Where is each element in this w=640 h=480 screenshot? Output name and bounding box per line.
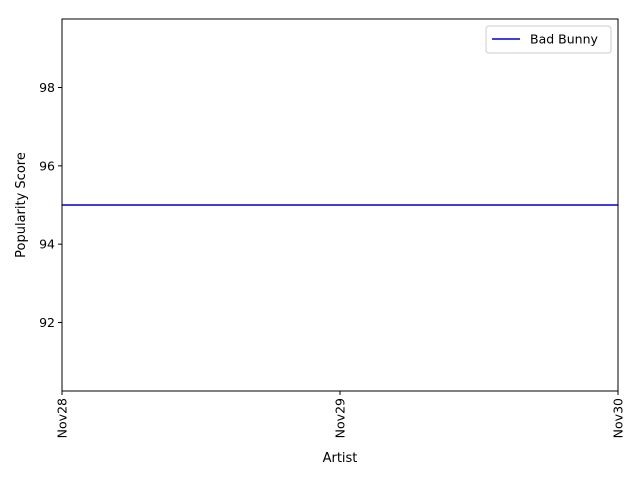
plot-frame (61, 18, 619, 392)
y-axis-ticks: 92 94 96 98 (39, 80, 62, 330)
y-tick-label: 98 (39, 80, 55, 95)
y-axis-label: Popularity Score (14, 152, 29, 258)
x-axis-label: Artist (323, 451, 358, 466)
legend: Bad Bunny (485, 25, 612, 54)
y-tick-label: 96 (39, 158, 55, 173)
y-tick-label: 92 (39, 315, 55, 330)
x-axis-ticks: Nov28 Nov29 Nov30 (55, 391, 626, 438)
x-tick-label: Nov30 (611, 398, 626, 438)
legend-label-bad-bunny: Bad Bunny (530, 32, 598, 47)
x-tick-label: Nov28 (55, 398, 70, 438)
legend-box (485, 25, 612, 54)
x-tick-label: Nov29 (333, 398, 348, 438)
y-tick-label: 94 (39, 237, 55, 252)
